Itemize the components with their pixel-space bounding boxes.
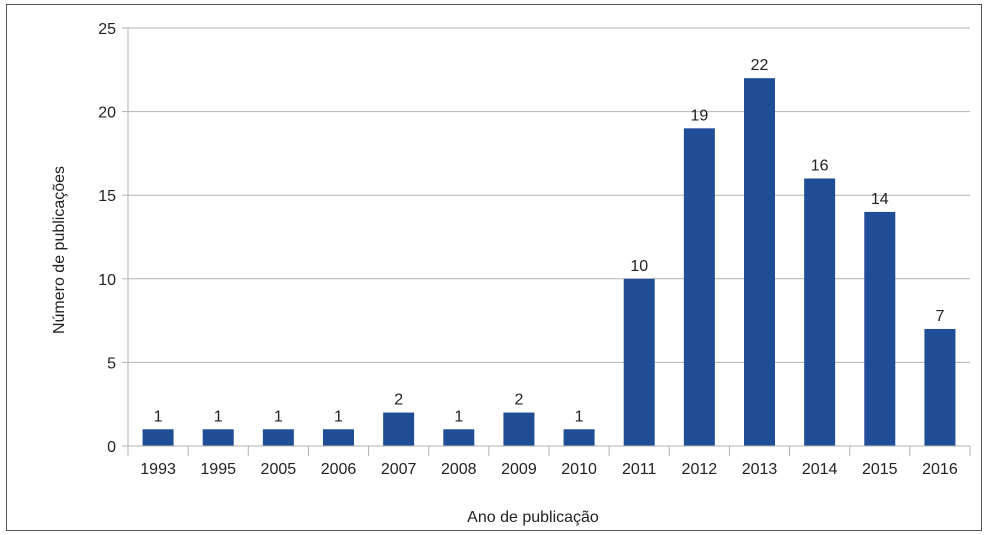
data-label-2010: 1 xyxy=(575,408,584,425)
x-tick-label-2013: 2013 xyxy=(742,461,778,478)
data-label-2013: 22 xyxy=(751,57,769,74)
x-tick-label-2016: 2016 xyxy=(922,461,958,478)
axes xyxy=(122,27,971,456)
y-tick-label: 20 xyxy=(98,105,116,122)
bars xyxy=(142,78,956,447)
data-label-1995: 1 xyxy=(214,408,223,425)
x-tick-label-2006: 2006 xyxy=(321,461,357,478)
x-tick-label-2010: 2010 xyxy=(561,461,597,478)
data-label-2009: 2 xyxy=(514,392,523,409)
data-label-2012: 19 xyxy=(690,107,708,124)
x-tick-label-2015: 2015 xyxy=(862,461,898,478)
bar-1993 xyxy=(142,429,174,446)
data-label-2016: 7 xyxy=(935,308,944,325)
data-label-1993: 1 xyxy=(154,408,163,425)
x-tick-label-1993: 1993 xyxy=(140,461,176,478)
y-axis-title: Número de publicações xyxy=(51,166,68,334)
bar-2011 xyxy=(623,278,655,446)
y-tick-label: 10 xyxy=(98,272,116,289)
data-label-2005: 1 xyxy=(274,408,283,425)
x-axis-title: Ano de publicação xyxy=(467,509,599,526)
data-label-2008: 1 xyxy=(454,408,463,425)
x-tick-label-2007: 2007 xyxy=(381,461,417,478)
bar-2010 xyxy=(563,429,595,446)
bar-2008 xyxy=(443,429,475,446)
bar-1995 xyxy=(202,429,234,446)
x-tick-labels: 1993 1995 2005 2006 2007 2008 2009 2010 2011 2012… xyxy=(140,461,958,478)
bar-2013 xyxy=(744,78,775,446)
x-tick-label-2014: 2014 xyxy=(802,461,838,478)
bar-2009 xyxy=(503,412,535,446)
x-tick-label-2005: 2005 xyxy=(261,461,297,478)
bar-2007 xyxy=(383,412,415,446)
y-tick-label: 15 xyxy=(98,188,116,205)
bar-2012 xyxy=(683,128,715,446)
y-tick-label: 5 xyxy=(107,355,116,372)
y-tick-labels: 0 5 10 15 20 25 xyxy=(98,21,116,456)
data-label-2007: 2 xyxy=(394,392,403,409)
y-tick-label: 0 xyxy=(107,439,116,456)
y-tick-label: 25 xyxy=(98,21,116,38)
x-tick-label-2009: 2009 xyxy=(501,461,537,478)
data-label-2011: 10 xyxy=(630,258,648,275)
bar-2015 xyxy=(864,211,896,446)
data-labels: 1 1 1 1 2 1 2 1 10 19 22 16 14 7 xyxy=(154,57,945,425)
data-label-2006: 1 xyxy=(334,408,343,425)
data-label-2015: 14 xyxy=(871,191,889,208)
bar-2014 xyxy=(804,178,836,447)
x-tick-label-2012: 2012 xyxy=(682,461,718,478)
bar-2006 xyxy=(323,429,354,446)
bar-2005 xyxy=(262,429,294,446)
x-tick-label-1995: 1995 xyxy=(200,461,236,478)
x-tick-label-2011: 2011 xyxy=(622,461,657,478)
data-label-2014: 16 xyxy=(811,157,829,174)
x-tick-label-2008: 2008 xyxy=(441,461,477,478)
bar-2016 xyxy=(924,328,956,446)
gridlines xyxy=(128,27,970,363)
